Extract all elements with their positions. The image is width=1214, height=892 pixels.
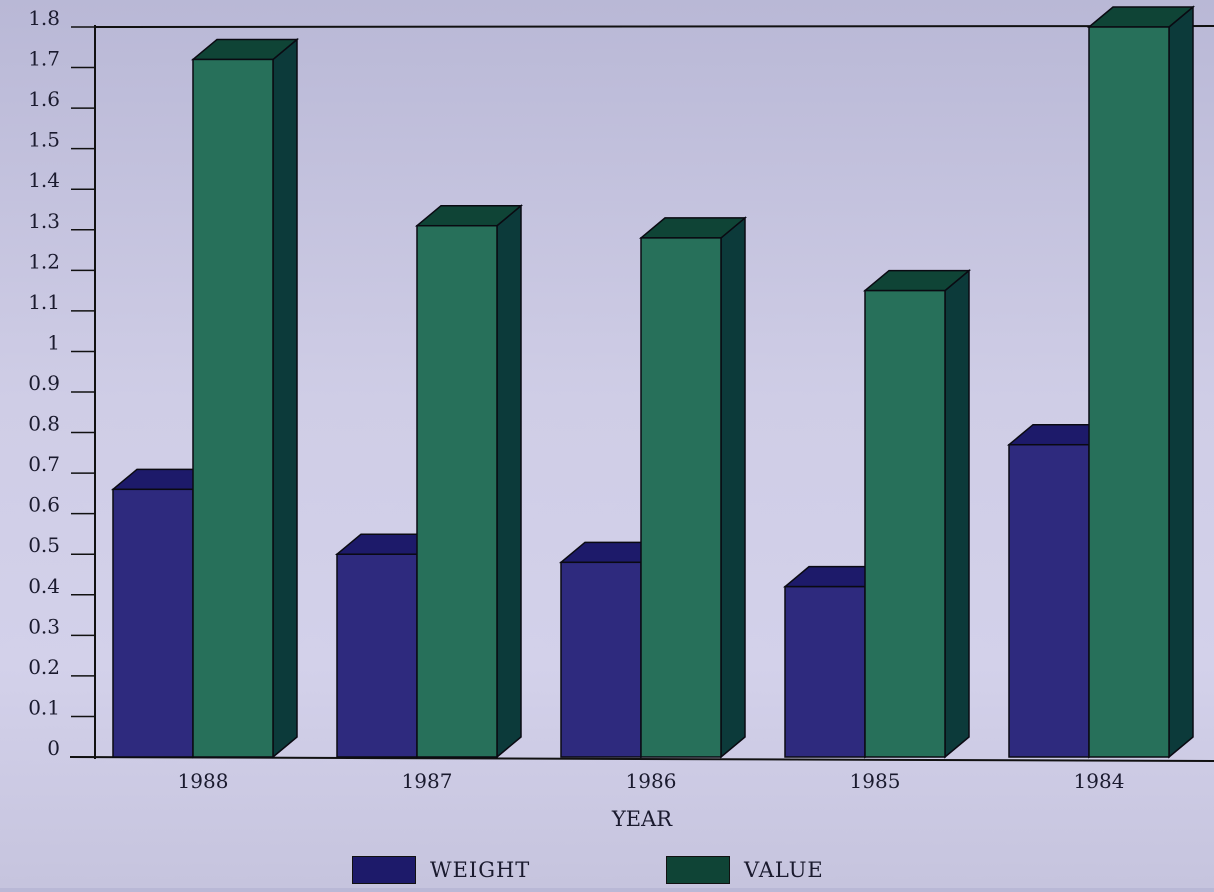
y-tick-label: 1.5 [28, 128, 60, 152]
y-tick-label: 0 [47, 736, 60, 760]
y-tick-label: 1.2 [28, 249, 60, 273]
legend-swatch-value [666, 856, 730, 884]
bar-weight-1984-front [1008, 443, 1090, 758]
x-tick-label: 1986 [626, 769, 677, 793]
legend: WEIGHT VALUE [0, 852, 1214, 888]
y-tick-label: 0.1 [28, 695, 60, 719]
x-tick-label: 1985 [850, 769, 901, 793]
y-tick-label: 1.4 [28, 168, 60, 192]
bar-value-1986 [638, 216, 748, 759]
bar-value-1985-front [864, 289, 946, 758]
y-tick-label: 1 [47, 330, 60, 354]
bar-value-1986-front [640, 237, 722, 758]
bar-weight-1985-front [784, 585, 866, 758]
y-tick-label: 1.3 [28, 209, 60, 233]
y-tick-label: 1.7 [28, 47, 60, 71]
bar-value-1988-front [192, 58, 274, 758]
legend-label-value: VALUE [744, 858, 824, 882]
x-tick-label: 1987 [402, 769, 453, 793]
y-tick-label: 0.7 [28, 452, 60, 476]
x-axis-title: YEAR [611, 807, 673, 831]
y-tick-label: 0.3 [28, 614, 60, 638]
y-tick-label: 0.5 [28, 533, 60, 557]
x-tick-label: 1988 [178, 769, 229, 793]
bar-value-1988 [190, 37, 300, 759]
y-tick-label: 0.4 [28, 574, 60, 598]
bar-weight-1988-front [112, 488, 194, 758]
bar-value-1985 [862, 269, 972, 759]
legend-swatch-weight [352, 856, 416, 884]
legend-item-weight: WEIGHT [352, 856, 530, 884]
y-tick-label: 1.6 [28, 87, 60, 111]
y-tick-label: 0.6 [28, 493, 60, 517]
legend-label-weight: WEIGHT [430, 858, 531, 882]
bar-value-1984-front [1088, 26, 1170, 758]
bar-value-1988-side [272, 37, 298, 759]
bar-value-1986-side [720, 216, 746, 759]
bar-weight-1986-front [560, 561, 642, 758]
top-frame-line [94, 25, 1214, 28]
y-tick-label: 0.8 [28, 412, 60, 436]
bars-layer [110, 5, 1196, 759]
y-tick-label: 1.8 [28, 6, 60, 30]
bar-weight-1987-front [336, 553, 418, 758]
y-tick-label: 1.1 [28, 290, 60, 314]
bar-value-1984 [1086, 5, 1196, 759]
x-tick-label: 1984 [1074, 769, 1125, 793]
bar-value-1987 [414, 204, 524, 759]
y-tick-label: 0.9 [28, 371, 60, 395]
bar-value-1987-front [416, 224, 498, 758]
bar-value-1987-side [496, 204, 522, 759]
labels-layer: 0 0.1 0.2 0.3 0.4 0.5 0.6 0.7 0.8 0.9 1 1.1 1.2 1.3 1.… [28, 6, 1124, 831]
bar-value-1985-side [944, 269, 970, 759]
legend-item-value: VALUE [666, 856, 824, 884]
bar-value-1984-side [1168, 5, 1194, 759]
y-tick-label: 0.2 [28, 655, 60, 679]
